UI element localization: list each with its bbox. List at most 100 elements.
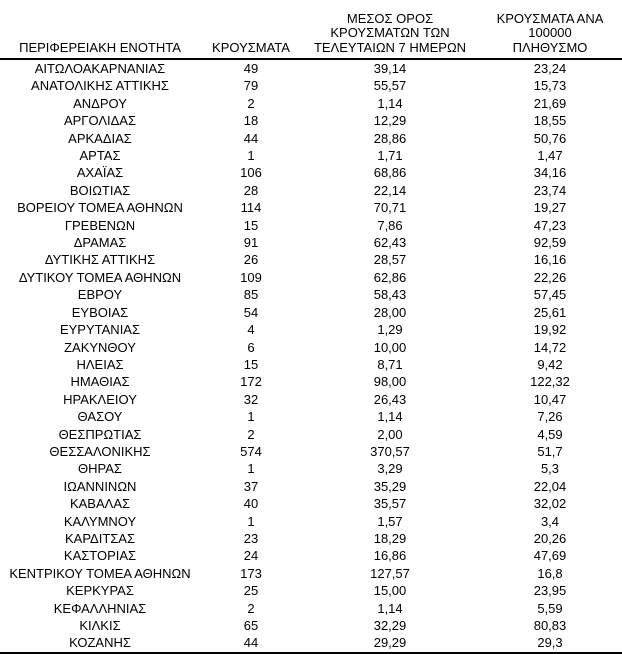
avg7-cell: 35,29 [373,478,407,494]
region-cell: ΘΗΡΑΣ [78,461,122,477]
region-cell: ΕΥΒΟΙΑΣ [71,304,129,320]
avg7-cell: 68,86 [373,165,407,181]
col-header-avg-7-days: ΜΕΣΟΣ ΟΡΟΣ ΚΡΟΥΣΜΑΤΩΝ ΤΩΝ ΤΕΛΕΥΤΑΙΩΝ 7 Η… [302,0,478,60]
table-row: ΑΡΚΑΔΙΑΣ 44 28,86 50,76 [0,130,622,147]
region-cell: ΚΕΡΚΥΡΑΣ [66,583,134,599]
cases-cell: 40 [243,496,259,512]
table-row: ΕΥΡΥΤΑΝΙΑΣ 4 1,29 19,92 [0,321,622,338]
avg7-cell: 18,29 [373,530,407,546]
table-row: ΑΡΤΑΣ 1 1,71 1,47 [0,147,622,164]
avg7-cell: 26,43 [373,391,407,407]
avg7-cell: 2,00 [377,426,403,442]
cases-cell: 1 [247,148,255,164]
avg7-cell: 98,00 [373,374,407,390]
table-row: ΚΕΡΚΥΡΑΣ 25 15,00 23,95 [0,582,622,599]
cases-cell: 25 [243,583,259,599]
table-row: ΗΡΑΚΛΕΙΟΥ 32 26,43 10,47 [0,391,622,408]
avg7-cell: 28,86 [373,130,407,146]
cases-cell: 2 [247,600,255,616]
table-row: ΕΥΒΟΙΑΣ 54 28,00 25,61 [0,304,622,321]
per100k-cell: 10,47 [533,391,567,407]
per100k-cell: 23,95 [533,583,567,599]
table-row: ΘΑΣΟΥ 1 1,14 7,26 [0,408,622,425]
cases-cell: 114 [240,200,262,216]
cases-cell: 24 [243,548,259,564]
table-row: ΘΕΣΣΑΛΟΝΙΚΗΣ 574 370,57 51,7 [0,443,622,460]
region-cell: ΗΜΑΘΙΑΣ [70,374,130,390]
avg7-cell: 58,43 [373,287,407,303]
cases-cell: 26 [243,252,259,268]
region-cell: ΚΟΖΑΝΗΣ [69,635,131,651]
per100k-cell: 80,83 [533,618,567,633]
cases-cell: 15 [243,356,259,372]
avg7-cell: 1,14 [377,600,403,616]
per100k-cell: 57,45 [533,287,567,303]
cases-cell: 2 [247,95,255,111]
cases-cell: 85 [243,287,259,303]
table-row: ΚΕΦΑΛΛΗΝΙΑΣ 2 1,14 5,59 [0,600,622,617]
table-row: ΚΑΒΑΛΑΣ 40 35,57 32,02 [0,495,622,512]
table-row: ΙΩΑΝΝΙΝΩΝ 37 35,29 22,04 [0,478,622,495]
region-cell: ΗΡΑΚΛΕΙΟΥ [63,391,137,407]
avg7-cell: 12,29 [373,113,407,129]
region-cell: ΔΡΑΜΑΣ [73,235,127,251]
per100k-cell: 20,26 [533,530,567,546]
region-cell: ΚΑΒΑΛΑΣ [69,496,131,512]
table-row: ΗΛΕΙΑΣ 15 8,71 9,42 [0,356,622,373]
avg7-cell: 29,29 [373,635,407,651]
region-cell: ΑΝΑΤΟΛΙΚΗΣ ΑΤΤΙΚΗΣ [31,78,169,94]
per100k-cell: 50,76 [533,130,567,146]
per100k-cell: 5,59 [537,600,563,616]
avg7-cell: 28,57 [373,252,407,268]
avg7-cell: 16,86 [373,548,407,564]
region-cell: ΕΒΡΟΥ [77,287,123,303]
table-row: ΘΕΣΠΡΩΤΙΑΣ 2 2,00 4,59 [0,426,622,443]
table-row: ΑΡΓΟΛΙΔΑΣ 18 12,29 18,55 [0,112,622,129]
table-row: ΑΝΔΡΟΥ 2 1,14 21,69 [0,95,622,112]
per100k-cell: 19,27 [533,200,567,216]
cases-cell: 37 [243,478,259,494]
avg7-cell: 32,29 [373,618,407,633]
table-header: ΠΕΡΙΦΕΡΕΙΑΚΗ ΕΝΟΤΗΤΑ ΚΡΟΥΣΜΑΤΑ ΜΕΣΟΣ ΟΡΟ… [0,0,622,60]
cases-cell: 15 [243,217,259,233]
avg7-cell: 7,86 [377,217,403,233]
table-row: ΚΙΛΚΙΣ 65 32,29 80,83 [0,617,622,634]
avg7-cell: 39,14 [373,61,407,76]
avg7-cell: 1,29 [377,322,403,338]
avg7-cell: 70,71 [373,200,407,216]
region-cell: ΑΝΔΡΟΥ [73,95,127,111]
avg7-cell: 55,57 [373,78,407,94]
cases-cell: 4 [247,322,255,338]
table-row: ΔΡΑΜΑΣ 91 62,43 92,59 [0,234,622,251]
per100k-cell: 22,04 [533,478,567,494]
table-row: ΒΟΡΕΙΟΥ ΤΟΜΕΑ ΑΘΗΝΩΝ 114 70,71 19,27 [0,199,622,216]
per100k-cell: 7,26 [537,409,563,425]
region-cell: ΑΙΤΩΛΟΑΚΑΡΝΑΝΙΑΣ [34,61,166,76]
region-cell: ΙΩΑΝΝΙΝΩΝ [63,478,137,494]
per100k-cell: 16,8 [537,565,563,581]
cases-cell: 2 [247,426,255,442]
table-row: ΚΑΣΤΟΡΙΑΣ 24 16,86 47,69 [0,547,622,564]
col-header-regional-unit: ΠΕΡΙΦΕΡΕΙΑΚΗ ΕΝΟΤΗΤΑ [0,0,200,60]
table-row: ΗΜΑΘΙΑΣ 172 98,00 122,32 [0,373,622,390]
avg7-cell: 3,29 [377,461,403,477]
table-row: ΖΑΚΥΝΘΟΥ 6 10,00 14,72 [0,339,622,356]
per100k-cell: 23,24 [533,61,567,76]
region-cell: ΖΑΚΥΝΘΟΥ [64,339,136,355]
per100k-cell: 47,69 [533,548,567,564]
region-cell: ΚΑΣΤΟΡΙΑΣ [63,548,137,564]
per100k-cell: 14,72 [533,339,567,355]
region-cell: ΘΕΣΣΑΛΟΝΙΚΗΣ [49,443,151,459]
header-row: ΠΕΡΙΦΕΡΕΙΑΚΗ ΕΝΟΤΗΤΑ ΚΡΟΥΣΜΑΤΑ ΜΕΣΟΣ ΟΡΟ… [0,0,622,60]
avg7-cell: 127,57 [370,565,410,581]
region-cell: ΑΡΚΑΔΙΑΣ [68,130,132,146]
region-cell: ΚΕΝΤΡΙΚΟΥ ΤΟΜΕΑ ΑΘΗΝΩΝ [9,565,191,581]
cases-cell: 65 [243,618,259,633]
table-row: ΚΑΛΥΜΝΟΥ 1 1,57 3,4 [0,513,622,530]
avg7-cell: 22,14 [373,182,407,198]
avg7-cell: 370,57 [370,443,410,459]
cases-cell: 6 [247,339,255,355]
table-row: ΚΑΡΔΙΤΣΑΣ 23 18,29 20,26 [0,530,622,547]
table-row: ΔΥΤΙΚΟΥ ΤΟΜΕΑ ΑΘΗΝΩΝ 109 62,86 22,26 [0,269,622,286]
per100k-cell: 1,47 [537,148,563,164]
